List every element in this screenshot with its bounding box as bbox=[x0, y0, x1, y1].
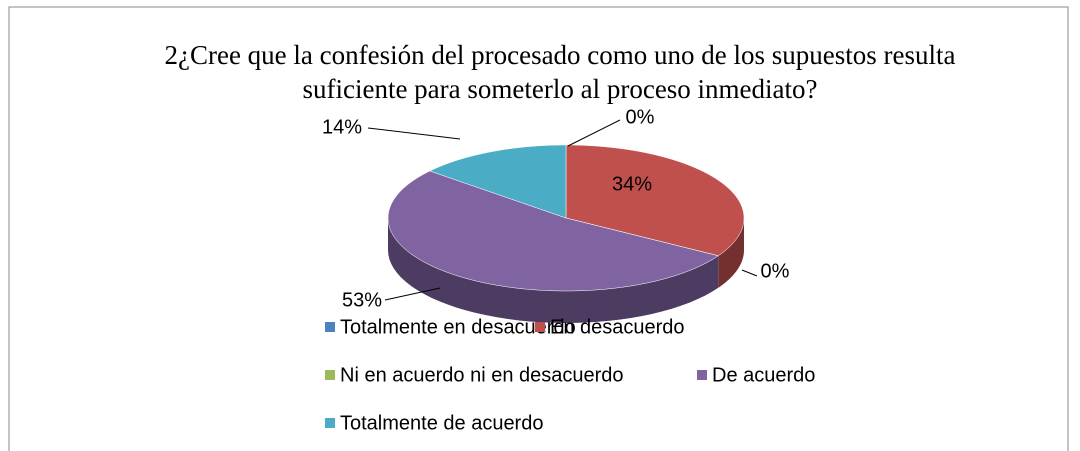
legend-label: Totalmente en desacuerdo bbox=[340, 316, 576, 338]
data-label: 0% bbox=[626, 106, 655, 128]
legend-swatch bbox=[697, 370, 707, 380]
pie-slice bbox=[429, 144, 567, 219]
legend-swatch bbox=[535, 322, 545, 332]
leader-line bbox=[741, 269, 758, 277]
data-label: 0% bbox=[761, 260, 790, 282]
pie-slice-side bbox=[388, 218, 719, 323]
pie-slice bbox=[565, 144, 745, 257]
leader-line bbox=[567, 119, 621, 147]
pie-slice-side bbox=[718, 218, 744, 288]
data-label: 34% bbox=[612, 173, 652, 195]
legend-label: En desacuerdo bbox=[550, 316, 685, 338]
legend-label: Ni en acuerdo ni en desacuerdo bbox=[340, 364, 624, 386]
legend-label: De acuerdo bbox=[712, 364, 815, 386]
leader-line bbox=[384, 287, 441, 301]
legend-swatch bbox=[325, 322, 335, 332]
pie-slice bbox=[387, 170, 719, 292]
data-label: 14% bbox=[322, 116, 362, 138]
legend-label: Totalmente de acuerdo bbox=[340, 412, 543, 434]
data-label: 53% bbox=[342, 289, 382, 311]
leader-line bbox=[367, 127, 461, 140]
frame bbox=[8, 6, 1069, 451]
legend-swatch bbox=[325, 370, 335, 380]
legend-swatch bbox=[325, 418, 335, 428]
